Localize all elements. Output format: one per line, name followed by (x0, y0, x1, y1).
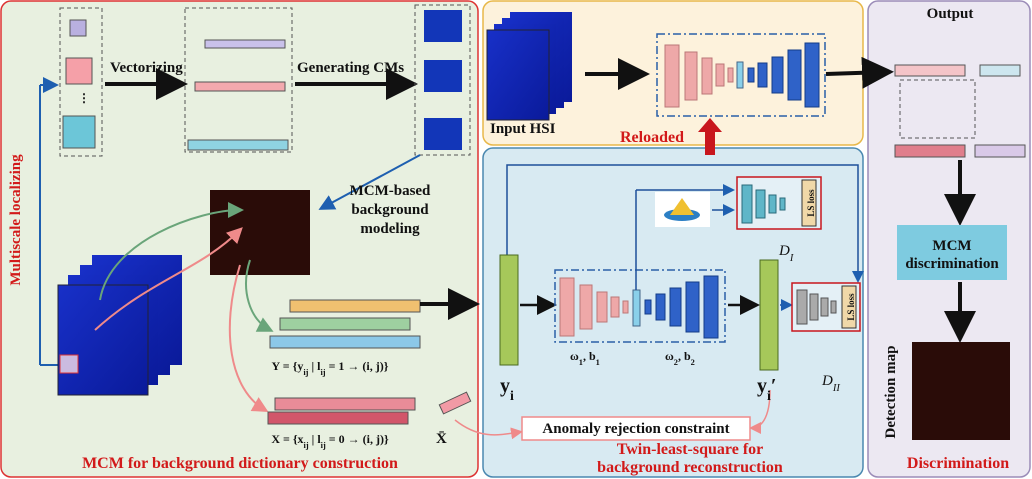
label: MCM (932, 238, 971, 254)
label: Input HSI (490, 121, 556, 137)
label: Multiscale localizing (8, 154, 24, 286)
label: MCM-based (350, 183, 431, 199)
subscript: 2 (691, 358, 695, 367)
panel-title: Twin-least-square for (617, 441, 764, 458)
detection-map (912, 342, 1010, 440)
diagram: ⋮ Vectorizing Generating CMs Multiscale … (0, 0, 1032, 479)
cube (70, 20, 86, 36)
text-part: y (500, 375, 510, 397)
label: Anomaly rejection constraint (542, 421, 729, 437)
label: Reloaded (620, 129, 684, 146)
panel-title: Discrimination (907, 455, 1009, 472)
label: X̄ (436, 431, 447, 447)
text-part: , b (583, 349, 596, 363)
text-part: ω (665, 349, 674, 363)
input-hsi (487, 12, 572, 120)
label: background (351, 202, 429, 218)
subscript: i (510, 389, 514, 404)
label: modeling (360, 221, 420, 237)
label: Vectorizing (110, 60, 183, 76)
text-part: = 0 → (i, j)} (326, 432, 389, 446)
text-part: | l (308, 359, 321, 373)
text-part: ω (570, 349, 579, 363)
cube (66, 58, 92, 84)
label: Generating CMs (297, 60, 404, 76)
yi-prime-block (760, 260, 778, 370)
label: discrimination (905, 256, 999, 272)
label: LS loss (806, 189, 816, 217)
text-part: , b (678, 349, 691, 363)
text-part: | l (309, 432, 322, 446)
text-part: D (821, 373, 833, 389)
hsi-cube (58, 255, 182, 395)
text-part: y (757, 375, 767, 397)
text-part: D (778, 243, 790, 259)
text-part: = 1 → (i, j)} (326, 359, 389, 373)
subscript: II (832, 383, 840, 394)
panel-title: MCM for background dictionary constructi… (82, 455, 398, 472)
cm-images (424, 10, 462, 150)
background-model (210, 190, 310, 275)
yi-block (500, 255, 518, 365)
label: Detection map (883, 346, 899, 439)
dots: ⋮ (78, 91, 90, 105)
text-part: X = {x (271, 432, 303, 446)
subscript: I (789, 253, 794, 264)
label: Output (927, 6, 974, 22)
cube (63, 116, 95, 148)
label: LS loss (846, 293, 856, 321)
text-part: ′ (771, 375, 777, 397)
subscript: 1 (596, 358, 600, 367)
panel-title: background reconstruction (597, 459, 783, 476)
y-vectors (270, 300, 420, 348)
text-part: Y = {y (272, 359, 304, 373)
